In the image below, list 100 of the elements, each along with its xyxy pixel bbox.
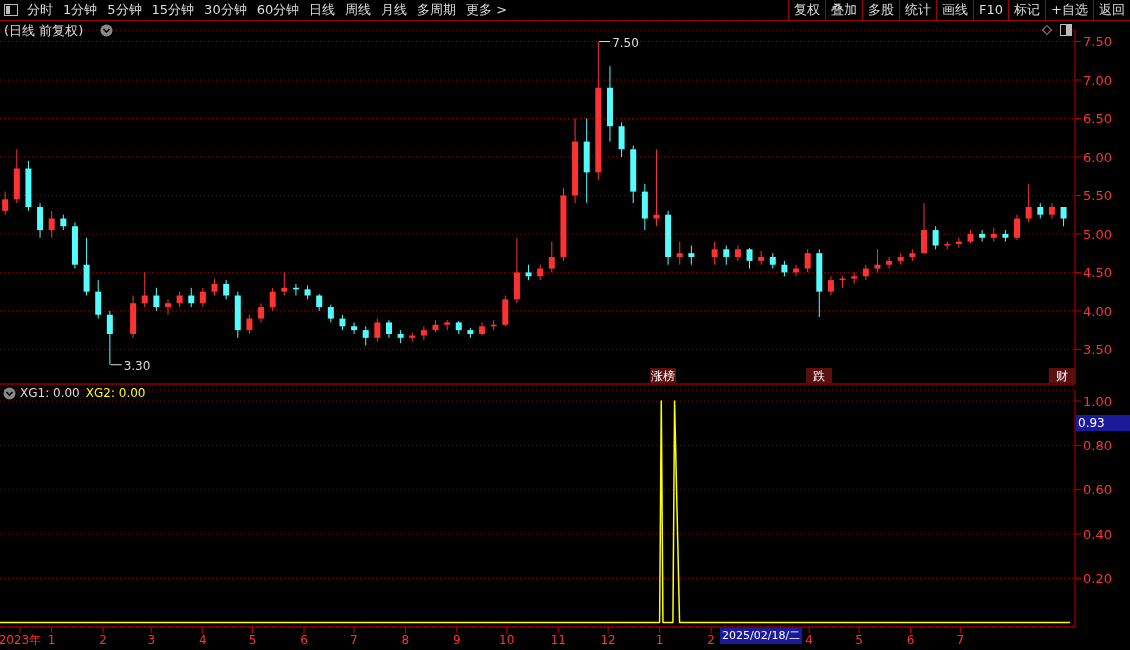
- candlestick: [1048, 202, 1055, 220]
- candlestick: [223, 279, 230, 300]
- annotation: 3.30: [123, 358, 151, 373]
- candlestick: [48, 210, 55, 239]
- x-tick-label: 6: [300, 632, 308, 647]
- x-tick-label: 2023年: [0, 632, 42, 647]
- x-tick-label: 10: [499, 632, 515, 647]
- x-tick-label: 9: [453, 632, 461, 647]
- x-tick-label: 7: [956, 632, 965, 647]
- candlestick: [723, 244, 730, 266]
- candlestick: [804, 248, 811, 273]
- candlestick: [37, 202, 44, 239]
- candlestick: [362, 325, 369, 347]
- y-tick-label: 0.80: [1083, 437, 1112, 453]
- text: 1分钟: [62, 1, 99, 19]
- text: 30分钟: [203, 1, 248, 19]
- text: 月线: [380, 1, 409, 19]
- x-tick-label: 4: [198, 632, 207, 647]
- candlestick: [734, 244, 741, 262]
- x-tick-label: 5: [248, 632, 257, 647]
- text: 日线: [308, 1, 337, 19]
- y-tick-label: 4.00: [1083, 303, 1112, 319]
- text: 5分钟: [106, 1, 143, 19]
- candlestick: [1014, 214, 1021, 241]
- candlestick: [106, 310, 113, 366]
- text: 分时: [26, 1, 54, 19]
- text: 叠加: [825, 0, 863, 20]
- text: 复权: [788, 0, 826, 20]
- y-tick-label: 5.50: [1083, 188, 1112, 204]
- x-tick-label: 12: [600, 632, 616, 647]
- y-tick-label: 0.60: [1083, 482, 1112, 498]
- text: 多股: [862, 0, 900, 20]
- text: 0.93: [1076, 415, 1130, 431]
- annotation: 跌: [813, 369, 826, 383]
- x-tick-label: 1: [47, 632, 56, 647]
- candlestick: [199, 287, 206, 308]
- text: +自选: [1045, 0, 1093, 20]
- candlestick: [874, 248, 881, 273]
- annotation: XG1: 0.00: [20, 386, 80, 400]
- x-tick-label: 2: [99, 632, 107, 647]
- candlestick: [141, 271, 148, 308]
- candlestick: [979, 229, 986, 243]
- candlestick: [444, 319, 451, 331]
- candlestick: [676, 241, 683, 266]
- annotation: 涨榜: [650, 369, 675, 383]
- candlestick: [1060, 206, 1067, 227]
- candlestick: [281, 271, 288, 296]
- candlestick: [1025, 183, 1032, 223]
- text: F10: [973, 0, 1009, 20]
- candlestick: [886, 256, 893, 270]
- candlestick: [374, 318, 381, 343]
- candlestick: [711, 241, 718, 266]
- x-tick-label: 4: [805, 632, 813, 647]
- annotation: XG2: 0.00: [85, 386, 146, 400]
- candlestick: [827, 275, 834, 296]
- x-tick-label: 7: [350, 632, 358, 647]
- x-tick-label: 11: [550, 632, 566, 647]
- x-tick-label: 2: [707, 632, 715, 647]
- text: 统计: [899, 0, 937, 20]
- y-tick-label: 7.50: [1083, 34, 1112, 50]
- candlestick: [246, 314, 253, 335]
- candlestick: [932, 225, 939, 250]
- text: 多周期: [416, 1, 458, 19]
- text: 返回: [1093, 0, 1130, 20]
- y-tick-label: 6.00: [1083, 149, 1112, 165]
- y-tick-label: 6.50: [1083, 111, 1112, 127]
- chart-title: (日线 前复权): [4, 22, 84, 40]
- candlestick: [920, 202, 927, 254]
- candlestick: [548, 241, 555, 273]
- candlestick: [618, 121, 625, 158]
- candlestick: [653, 148, 660, 227]
- text: 60分钟: [255, 1, 301, 19]
- candlestick: [153, 287, 160, 312]
- text: 画线: [936, 0, 974, 20]
- candlestick: [479, 321, 486, 337]
- candlestick: [2, 191, 9, 216]
- y-tick-label: 5.00: [1083, 226, 1112, 242]
- text: 2025/02/18/二: [720, 628, 803, 644]
- text: 15分钟: [150, 1, 196, 19]
- x-tick-label: 8: [401, 632, 410, 647]
- candlestick: [351, 321, 358, 335]
- annotation: 7.50: [612, 35, 639, 50]
- y-tick-label: 4.50: [1083, 265, 1112, 281]
- x-tick-label: 1: [655, 632, 664, 647]
- candlestick: [95, 279, 102, 320]
- y-tick-label: 1.00: [1083, 393, 1112, 409]
- candlestick: [420, 325, 427, 341]
- y-tick-label: 0.40: [1083, 526, 1112, 542]
- candlestick: [688, 244, 695, 266]
- y-tick-label: 7.00: [1083, 72, 1112, 88]
- y-tick-label: 3.50: [1083, 341, 1112, 357]
- x-tick-label: 5: [855, 632, 863, 647]
- text: 周线: [344, 1, 373, 19]
- candlestick: [258, 302, 265, 323]
- annotation: 财: [1055, 369, 1068, 383]
- candlestick: [165, 298, 171, 316]
- x-tick-label: 3: [147, 632, 156, 647]
- candlestick: [269, 287, 276, 312]
- candlestick: [188, 287, 195, 308]
- candlestick: [746, 247, 753, 270]
